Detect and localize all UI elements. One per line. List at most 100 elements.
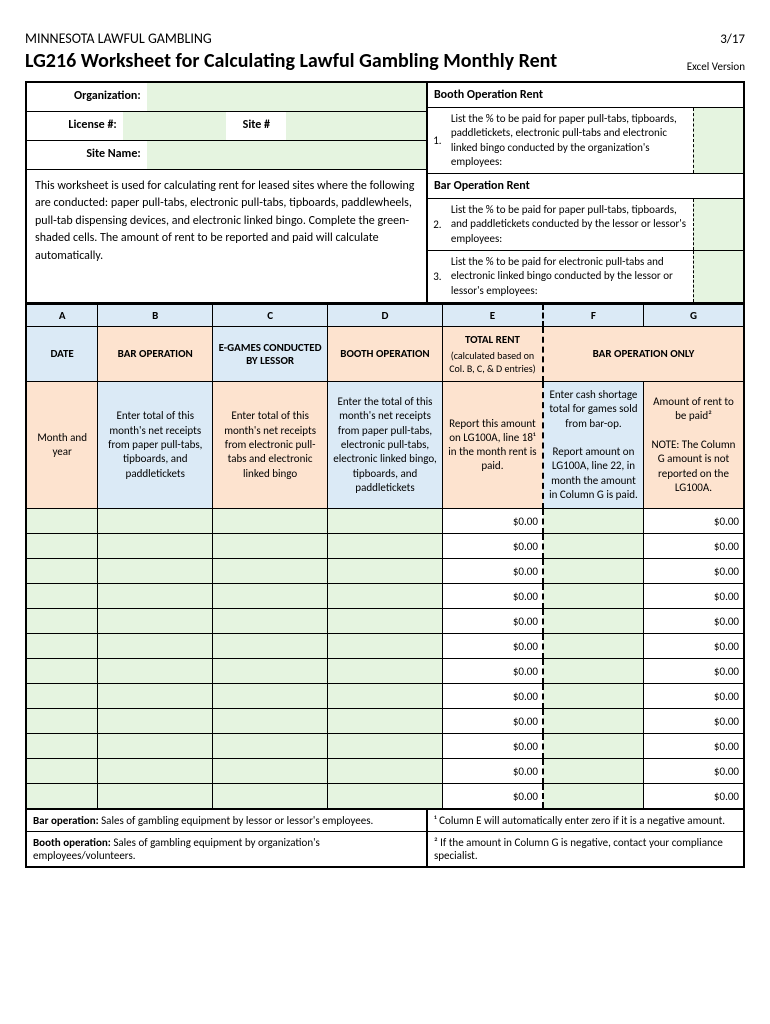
cell-d[interactable] xyxy=(328,734,443,759)
col-c-name: E-GAMES CONDUCTED BY LESSOR xyxy=(213,326,328,381)
cell-f[interactable] xyxy=(543,634,644,659)
cell-a[interactable] xyxy=(26,759,98,784)
cell-e: $0.00 xyxy=(442,709,543,734)
cell-d[interactable] xyxy=(328,709,443,734)
main-table: A B C D E F G DATE BAR OPERATION E-GAMES… xyxy=(25,304,745,810)
cell-a[interactable] xyxy=(26,559,98,584)
cell-a[interactable] xyxy=(26,734,98,759)
cell-a[interactable] xyxy=(26,784,98,809)
cell-c[interactable] xyxy=(213,559,328,584)
row2-input[interactable] xyxy=(693,199,743,250)
footer-right-2: ² If the amount in Column G is negative,… xyxy=(428,832,743,866)
cell-d[interactable] xyxy=(328,534,443,559)
cell-e: $0.00 xyxy=(442,609,543,634)
table-row: $0.00$0.00 xyxy=(26,634,744,659)
cell-c[interactable] xyxy=(213,634,328,659)
cell-a[interactable] xyxy=(26,534,98,559)
cell-b[interactable] xyxy=(98,709,213,734)
letter-row: A B C D E F G xyxy=(26,304,744,326)
cell-d[interactable] xyxy=(328,609,443,634)
cell-c[interactable] xyxy=(213,734,328,759)
cell-f[interactable] xyxy=(543,559,644,584)
cell-c[interactable] xyxy=(213,659,328,684)
cell-e: $0.00 xyxy=(442,734,543,759)
cell-c[interactable] xyxy=(213,784,328,809)
row3-input[interactable] xyxy=(693,251,743,302)
cell-f[interactable] xyxy=(543,509,644,534)
col-e-letter: E xyxy=(442,304,543,326)
cell-b[interactable] xyxy=(98,634,213,659)
cell-d[interactable] xyxy=(328,584,443,609)
cell-d[interactable] xyxy=(328,509,443,534)
cell-d[interactable] xyxy=(328,784,443,809)
org-header: MINNESOTA LAWFUL GAMBLING xyxy=(25,30,212,47)
cell-b[interactable] xyxy=(98,684,213,709)
cell-b[interactable] xyxy=(98,759,213,784)
cell-b[interactable] xyxy=(98,534,213,559)
cell-f[interactable] xyxy=(543,734,644,759)
cell-a[interactable] xyxy=(26,634,98,659)
cell-c[interactable] xyxy=(213,759,328,784)
cell-a[interactable] xyxy=(26,684,98,709)
footer-right-1: ¹ Column E will automatically enter zero… xyxy=(428,810,743,832)
cell-d[interactable] xyxy=(328,759,443,784)
desc-row: Month and year Enter total of this month… xyxy=(26,381,744,508)
cell-c[interactable] xyxy=(213,609,328,634)
cell-f[interactable] xyxy=(543,759,644,784)
table-row: $0.00$0.00 xyxy=(26,509,744,534)
cell-f[interactable] xyxy=(543,709,644,734)
cell-c[interactable] xyxy=(213,684,328,709)
cell-b[interactable] xyxy=(98,559,213,584)
col-b-letter: B xyxy=(98,304,213,326)
row1-input[interactable] xyxy=(693,108,743,173)
cell-b[interactable] xyxy=(98,509,213,534)
cell-e: $0.00 xyxy=(442,559,543,584)
cell-g: $0.00 xyxy=(643,634,744,659)
row3-text: List the % to be paid for electronic pul… xyxy=(447,251,693,302)
cell-g: $0.00 xyxy=(643,734,744,759)
cell-d[interactable] xyxy=(328,559,443,584)
cell-a[interactable] xyxy=(26,584,98,609)
cell-f[interactable] xyxy=(543,609,644,634)
sitename-input[interactable] xyxy=(147,141,426,169)
cell-b[interactable] xyxy=(98,584,213,609)
table-row: $0.00$0.00 xyxy=(26,784,744,809)
siteno-input[interactable] xyxy=(286,112,426,140)
table-row: $0.00 $0.00 xyxy=(26,609,744,634)
cell-g: $0.00 xyxy=(643,584,744,609)
cell-f[interactable] xyxy=(543,584,644,609)
row3-num: 3. xyxy=(428,251,447,302)
license-input[interactable] xyxy=(123,112,227,140)
cell-d[interactable] xyxy=(328,684,443,709)
cell-f[interactable] xyxy=(543,684,644,709)
cell-d[interactable] xyxy=(328,659,443,684)
cell-c[interactable] xyxy=(213,584,328,609)
cell-b[interactable] xyxy=(98,659,213,684)
cell-g: $0.00 xyxy=(643,609,744,634)
cell-c[interactable] xyxy=(213,534,328,559)
organization-label: Organization: xyxy=(27,83,147,111)
row1-text: List the % to be paid for paper pull-tab… xyxy=(447,108,693,173)
row2-text: List the % to be paid for paper pull-tab… xyxy=(447,199,693,250)
excel-version-label: Excel Version xyxy=(687,60,745,73)
cell-c[interactable] xyxy=(213,709,328,734)
cell-a[interactable] xyxy=(26,709,98,734)
cell-d[interactable] xyxy=(328,634,443,659)
footer-left-1: Bar operation: Sales of gambling equipme… xyxy=(27,810,426,832)
cell-c[interactable] xyxy=(213,509,328,534)
siteno-label: Site # xyxy=(226,112,286,140)
cell-f[interactable] xyxy=(543,784,644,809)
col-a-letter: A xyxy=(26,304,98,326)
cell-b[interactable] xyxy=(98,734,213,759)
revision-date: 3/17 xyxy=(720,32,745,47)
cell-a[interactable] xyxy=(26,659,98,684)
right-form: Booth Operation Rent 1. List the % to be… xyxy=(428,83,743,302)
cell-f[interactable] xyxy=(543,534,644,559)
cell-f[interactable] xyxy=(543,659,644,684)
cell-b[interactable] xyxy=(98,784,213,809)
cell-e: $0.00 xyxy=(442,584,543,609)
cell-a[interactable] xyxy=(26,609,98,634)
organization-input[interactable] xyxy=(147,83,426,111)
cell-a[interactable] xyxy=(26,509,98,534)
cell-b[interactable] xyxy=(98,609,213,634)
